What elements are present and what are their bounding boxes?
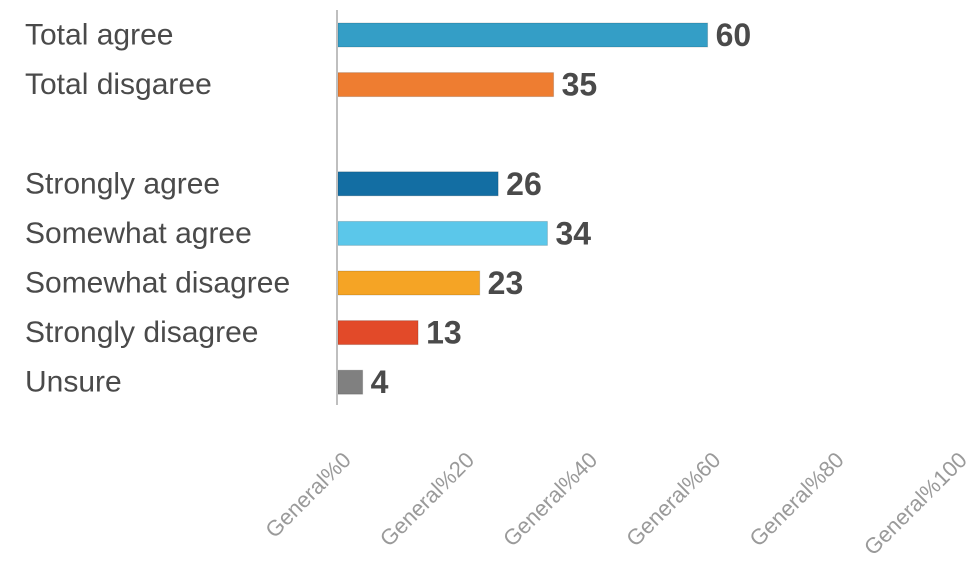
value-label-total-disgaree: 35 — [562, 67, 598, 103]
category-label-total-disgaree: Total disgaree — [25, 68, 212, 101]
value-label-somewhat-agree: 34 — [555, 215, 591, 251]
x-tick-label-20: General%20 — [375, 447, 479, 551]
x-tick-label-40: General%40 — [498, 447, 602, 551]
category-label-somewhat-disagree: Somewhat disagree — [25, 267, 290, 300]
category-label-total-agree: Total agree — [25, 19, 173, 52]
value-label-unsure: 4 — [371, 364, 389, 400]
value-labels: 60 35 26 34 23 13 4 — [371, 17, 752, 400]
value-label-strongly-agree: 26 — [506, 166, 542, 202]
value-label-somewhat-disagree: 23 — [488, 265, 524, 301]
x-tick-label-0: General%0 — [260, 447, 356, 543]
bar-somewhat-disagree — [337, 270, 481, 296]
bar-total-agree — [337, 22, 709, 48]
category-label-strongly-agree: Strongly agree — [25, 167, 220, 200]
value-label-total-agree: 60 — [716, 17, 752, 53]
bar-strongly-agree — [337, 171, 499, 197]
category-label-somewhat-agree: Somewhat agree — [25, 217, 252, 250]
value-label-strongly-disagree: 13 — [426, 315, 462, 351]
x-tick-label-60: General%60 — [621, 447, 725, 551]
x-tick-label-80: General%80 — [744, 447, 848, 551]
category-label-strongly-disagree: Strongly disagree — [25, 316, 258, 349]
x-tick-label-100: General%100 — [859, 447, 972, 560]
category-labels: Total agree Total disgaree Strongly agree S… — [25, 19, 290, 399]
x-axis-tick-labels: General%0 General%20 General%40 General%60 G… — [260, 447, 972, 560]
bar-unsure — [337, 369, 364, 395]
category-label-unsure: Unsure — [25, 366, 122, 399]
bar-strongly-disagree — [337, 320, 419, 346]
bar-total-disgaree — [337, 72, 555, 98]
bars-group — [337, 22, 709, 395]
bar-somewhat-agree — [337, 220, 548, 246]
